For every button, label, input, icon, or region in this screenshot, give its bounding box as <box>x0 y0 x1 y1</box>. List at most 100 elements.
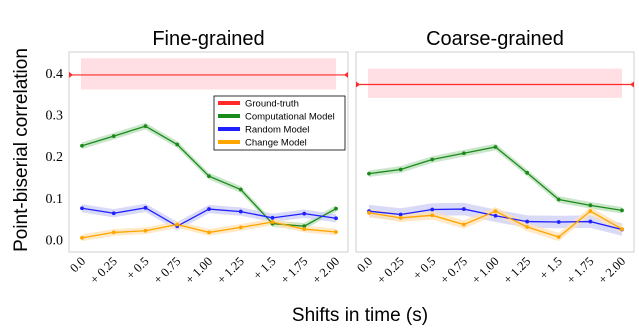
data-point <box>270 220 275 224</box>
series-band <box>369 143 622 214</box>
data-point <box>588 219 593 224</box>
data-point <box>80 206 84 211</box>
y-axis-label: Point-biserial correlation <box>11 48 32 252</box>
data-point <box>302 227 307 231</box>
data-point <box>588 203 593 208</box>
x-tick-label: + 1.75 <box>564 254 597 287</box>
legend-swatch <box>218 127 240 131</box>
data-point <box>207 230 211 235</box>
y-tick-label: 0.0 <box>46 234 64 249</box>
data-point <box>334 230 338 234</box>
data-point <box>461 222 466 227</box>
data-point <box>270 215 275 220</box>
data-point <box>80 235 84 240</box>
ground-truth-marker <box>344 71 348 78</box>
data-point <box>398 167 403 172</box>
legend: Ground-truth Computational Model Random Mo… <box>213 95 346 151</box>
x-tick-label: + 1.25 <box>501 254 534 287</box>
x-tick-label: + 1.75 <box>278 254 311 287</box>
x-tick-label: + 0.25 <box>87 254 120 287</box>
y-tick-label: 0.1 <box>46 192 64 207</box>
data-point <box>556 235 561 239</box>
ground-truth-marker <box>69 71 73 78</box>
chart-title: Coarse-grained <box>426 28 564 50</box>
data-point <box>175 222 180 227</box>
y-tick-label: 0.4 <box>46 67 64 82</box>
data-point <box>80 143 84 148</box>
x-tick-label: + 0.75 <box>437 254 470 287</box>
y-tick-label: 0.2 <box>46 150 64 165</box>
x-tick-label: + 0.75 <box>151 254 184 287</box>
data-point <box>430 207 435 212</box>
data-point <box>238 225 243 230</box>
x-tick-label: + 0.5 <box>410 254 438 282</box>
data-point <box>238 187 243 192</box>
data-point <box>207 207 211 211</box>
legend-label: Ground-truth <box>245 99 299 110</box>
x-tick-label: + 0.25 <box>374 254 407 287</box>
y-tick-label: 0.3 <box>46 109 64 124</box>
x-tick-label: + 0.5 <box>123 254 151 282</box>
data-point <box>143 205 148 210</box>
panel-frame <box>68 51 349 253</box>
data-point <box>238 209 243 214</box>
panel-coarse: Coarse-grained 0.0 + 0.25 + 0.5 + 0.75 + 1.00… <box>354 28 635 287</box>
ground-truth-band <box>368 68 622 98</box>
data-point <box>461 151 466 156</box>
data-point <box>620 227 624 231</box>
data-point <box>334 206 338 211</box>
data-point <box>588 209 593 214</box>
legend-swatch <box>218 101 240 105</box>
data-point <box>111 134 116 139</box>
data-point <box>556 197 561 202</box>
series-band <box>82 218 336 242</box>
legend-label: Computational Model <box>245 112 335 123</box>
data-point <box>302 211 307 216</box>
data-point <box>556 220 561 224</box>
data-point <box>143 228 148 233</box>
ground-truth-marker <box>630 81 634 88</box>
legend-swatch <box>218 114 240 118</box>
data-point <box>398 212 403 217</box>
data-point <box>430 157 435 162</box>
x-tick-label: 0.0 <box>354 254 375 275</box>
data-point <box>525 225 530 229</box>
x-tick-label: + 1.5 <box>537 254 565 282</box>
data-point <box>493 145 498 149</box>
x-tick-label: + 2.00 <box>310 254 343 287</box>
data-point <box>525 219 530 224</box>
series-line <box>368 146 623 211</box>
data-point <box>111 230 116 235</box>
data-point <box>525 170 530 175</box>
x-tick-label: + 1.25 <box>214 254 247 287</box>
data-point <box>493 213 498 218</box>
series-band <box>82 203 336 231</box>
data-point <box>207 174 211 179</box>
ground-truth-marker <box>356 81 360 88</box>
data-point <box>430 213 435 218</box>
x-tick-label: 0.0 <box>67 254 88 275</box>
data-point <box>493 209 498 214</box>
data-point <box>398 215 403 220</box>
x-axis-label: Shifts in time (s) <box>292 305 428 326</box>
x-tick-label: + 1.00 <box>183 254 216 287</box>
data-point <box>367 210 371 215</box>
data-point <box>367 171 371 176</box>
data-point <box>461 207 466 211</box>
data-point <box>111 211 116 216</box>
panel-frame <box>355 51 635 253</box>
ground-truth-band <box>81 58 336 90</box>
legend-label: Change Model <box>245 138 307 149</box>
data-point <box>302 224 307 229</box>
chart-title: Fine-grained <box>152 28 264 50</box>
x-tick-label: + 2.00 <box>596 254 629 287</box>
legend-swatch <box>218 140 240 144</box>
data-point <box>334 216 338 221</box>
data-point <box>620 208 624 213</box>
x-tick-label: + 1.5 <box>250 254 278 282</box>
x-tick-label: + 1.00 <box>469 254 502 287</box>
data-point <box>143 124 148 129</box>
legend-label: Random Model <box>245 125 309 136</box>
